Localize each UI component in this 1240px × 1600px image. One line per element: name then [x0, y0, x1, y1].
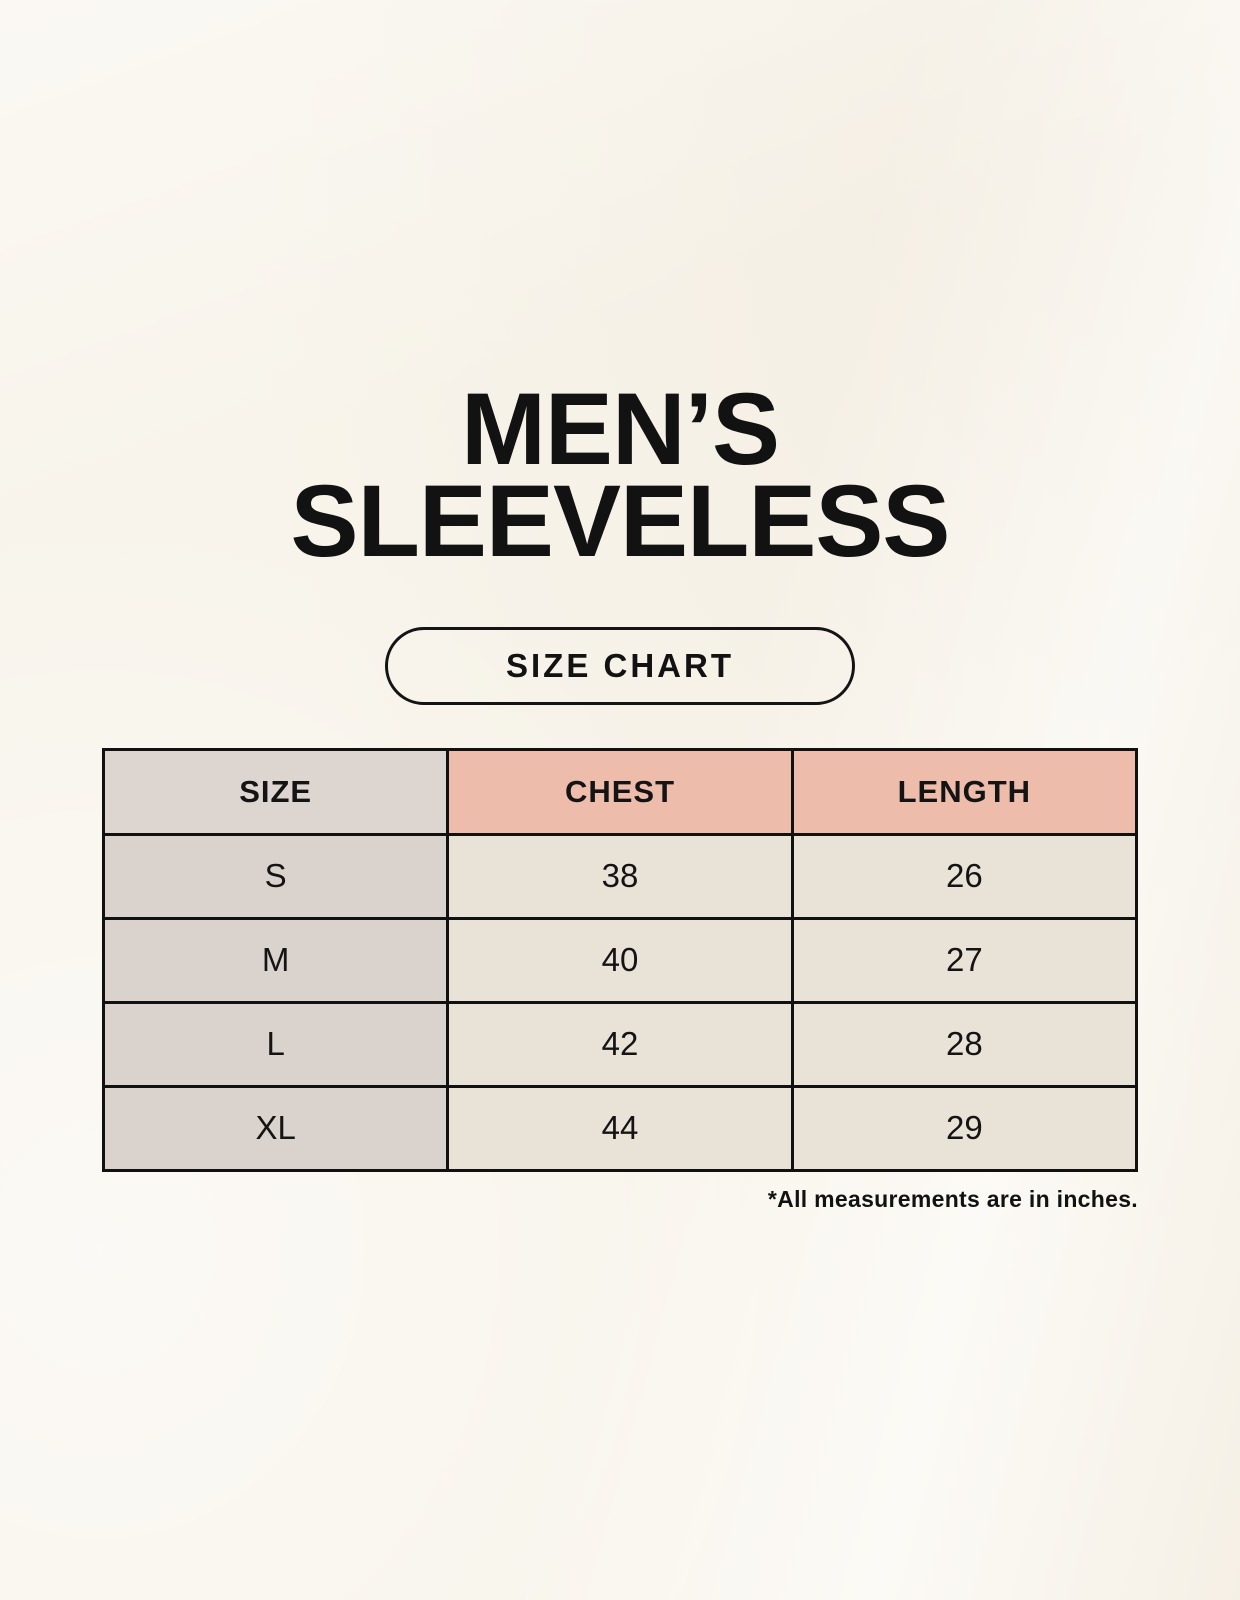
footnote-container: *All measurements are in inches. — [102, 1186, 1138, 1213]
size-cell: S — [101, 832, 450, 920]
table-row: M 40 27 — [101, 916, 1139, 1004]
column-header-chest: CHEST — [446, 747, 794, 836]
size-chart-button-label: SIZE CHART — [506, 646, 734, 684]
table-row: XL 44 29 — [101, 1084, 1139, 1172]
length-cell: 28 — [790, 1000, 1139, 1088]
page-title-line1: MEN’S — [460, 372, 780, 486]
size-cell: XL — [101, 1084, 450, 1172]
table-row: L 42 28 — [101, 1000, 1139, 1088]
size-chart-table: SIZE CHEST LENGTH S 38 26 M 40 27 L 42 2… — [101, 747, 1139, 1172]
chest-cell: 44 — [446, 1084, 794, 1172]
chest-cell: 40 — [446, 916, 794, 1004]
column-header-size: SIZE — [101, 747, 450, 836]
size-chart-button[interactable]: SIZE CHART — [385, 626, 855, 705]
table-row: S 38 26 — [101, 832, 1139, 920]
measurement-note: *All measurements are in inches. — [767, 1185, 1138, 1212]
chest-cell: 38 — [446, 832, 794, 920]
page-title: MEN’S SLEEVELESS — [0, 0, 1240, 578]
page-title-line2: SLEEVELESS — [290, 463, 951, 578]
column-header-length: LENGTH — [790, 747, 1139, 836]
length-cell: 27 — [790, 916, 1139, 1004]
table-header-row: SIZE CHEST LENGTH — [101, 747, 1139, 836]
size-cell: M — [101, 916, 450, 1004]
length-cell: 26 — [790, 832, 1139, 920]
chest-cell: 42 — [446, 1000, 794, 1088]
size-cell: L — [101, 1000, 450, 1088]
length-cell: 29 — [790, 1084, 1139, 1172]
